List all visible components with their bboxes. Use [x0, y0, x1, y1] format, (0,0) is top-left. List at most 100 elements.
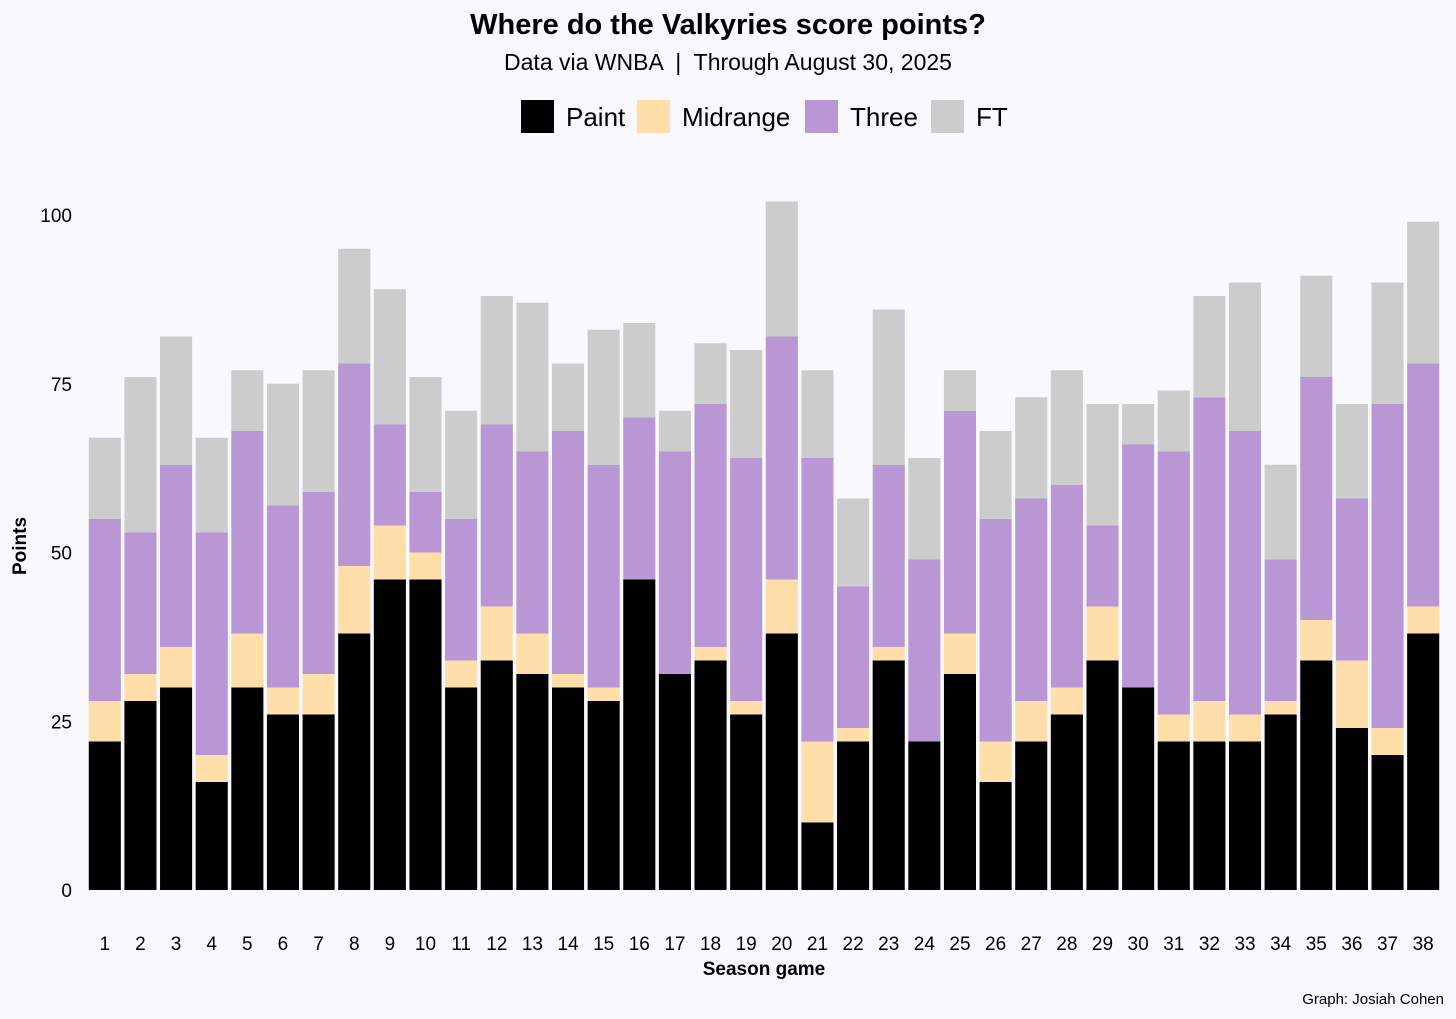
bar-segment-midrange: [1228, 714, 1262, 742]
bar-segment-ft: [1050, 370, 1083, 485]
bar-segment-midrange: [445, 660, 478, 688]
bar-stack: [195, 437, 228, 890]
bar-segment-ft: [979, 431, 1012, 519]
x-tick-label: 25: [949, 934, 970, 955]
bar-segment-midrange: [587, 687, 620, 701]
bar-segment-paint: [1157, 741, 1190, 890]
bar-segment-paint: [1193, 741, 1226, 890]
bar-segment-paint: [943, 674, 977, 890]
bar-segment-three: [302, 491, 335, 674]
bar-stack: [1086, 404, 1119, 890]
bar-segment-ft: [1407, 221, 1440, 364]
bar-stack: [1264, 464, 1297, 890]
bar-segment-midrange: [266, 687, 300, 715]
bar-stack: [1157, 390, 1190, 890]
x-axis: 1 2 3 4 5 6 7 8 9 10 11 12 13 14 15 16 17 18 19 20 21 22 23 24 2…: [100, 934, 1434, 955]
bar-segment-paint: [373, 579, 406, 890]
bar-segment-midrange: [302, 674, 335, 715]
bar-segment-paint: [908, 741, 941, 890]
bar-segment-midrange: [124, 674, 157, 701]
bar-segment-midrange: [1407, 606, 1440, 634]
legend: Paint Midrange Three FT: [521, 100, 1008, 133]
bar-segment-three: [1086, 525, 1119, 607]
bar-stack: [1015, 397, 1048, 890]
bar-segment-ft: [943, 370, 977, 411]
x-tick-label: 4: [206, 934, 217, 955]
bar-segment-paint: [88, 741, 121, 890]
bar-segment-midrange: [765, 579, 798, 634]
bar-stack: [587, 329, 620, 890]
chart-title: Where do the Valkyries score points?: [470, 9, 986, 41]
bar-segment-three: [730, 458, 763, 701]
x-tick-label: 20: [771, 934, 792, 955]
bar-segment-midrange: [1157, 714, 1190, 742]
bar-segment-midrange: [1300, 620, 1333, 661]
legend-label: Paint: [566, 102, 626, 132]
bar-stack: [837, 498, 870, 890]
x-tick-label: 33: [1234, 934, 1255, 955]
bar-segment-midrange: [551, 674, 585, 688]
bar-segment-ft: [445, 410, 478, 519]
legend-swatch: [931, 100, 964, 133]
bar-segment-ft: [1228, 282, 1262, 431]
bar-segment-paint: [979, 782, 1012, 890]
x-tick-label: 14: [557, 934, 579, 955]
bar-segment-paint: [160, 687, 193, 890]
bar-segment-three: [124, 532, 157, 674]
bar-segment-paint: [658, 674, 691, 890]
bar-segment-ft: [1264, 464, 1297, 560]
bar-segment-paint: [837, 741, 870, 890]
bar-segment-three: [1407, 363, 1440, 607]
y-axis-title: Points: [10, 517, 31, 575]
bar-segment-paint: [1050, 714, 1083, 890]
bar-segment-three: [1015, 498, 1048, 701]
x-tick-label: 18: [700, 934, 721, 955]
bar-segment-midrange: [231, 633, 264, 688]
bar-segment-paint: [1407, 633, 1440, 890]
bars-group: [88, 201, 1440, 890]
y-tick-label: 25: [51, 712, 72, 733]
bar-segment-three: [837, 586, 870, 728]
bar-segment-midrange: [195, 755, 228, 782]
bar-segment-ft: [551, 363, 585, 431]
bar-segment-midrange: [88, 701, 121, 742]
x-tick-label: 19: [736, 934, 757, 955]
bar-stack: [623, 323, 656, 890]
bar-segment-three: [231, 431, 264, 634]
bar-segment-paint: [409, 579, 442, 890]
bar-segment-three: [88, 518, 121, 701]
x-axis-title: Season game: [703, 959, 826, 980]
bar-segment-three: [1264, 559, 1297, 701]
bar-segment-ft: [1157, 390, 1190, 452]
bar-segment-midrange: [694, 647, 727, 661]
bar-segment-three: [373, 424, 406, 526]
legend-swatch: [637, 100, 670, 133]
bar-segment-ft: [409, 377, 442, 492]
bar-segment-midrange: [338, 566, 371, 634]
x-tick-label: 8: [349, 934, 360, 955]
bar-stack: [338, 248, 371, 890]
bar-segment-ft: [302, 370, 335, 492]
legend-swatch: [521, 100, 554, 133]
bar-segment-paint: [480, 660, 513, 890]
y-tick-label: 0: [61, 881, 72, 902]
bar-stack: [801, 370, 834, 890]
bar-stack: [551, 363, 585, 890]
bar-segment-midrange: [872, 647, 905, 661]
bar-segment-three: [445, 518, 478, 661]
bar-segment-three: [1228, 431, 1262, 715]
bar-segment-ft: [516, 302, 549, 452]
bar-segment-paint: [338, 633, 371, 890]
bar-segment-midrange: [480, 606, 513, 661]
bar-segment-three: [551, 431, 585, 674]
y-tick-label: 75: [51, 375, 72, 396]
bar-stack: [658, 410, 691, 890]
x-tick-label: 9: [385, 934, 396, 955]
bar-stack: [373, 289, 406, 890]
bar-stack: [516, 302, 549, 890]
x-tick-label: 30: [1128, 934, 1149, 955]
bar-segment-three: [979, 518, 1012, 742]
bar-segment-midrange: [1371, 728, 1404, 755]
bar-segment-ft: [872, 309, 905, 465]
